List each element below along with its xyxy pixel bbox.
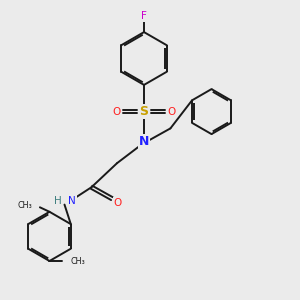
Text: O: O xyxy=(113,198,122,208)
Text: H: H xyxy=(54,196,61,206)
Text: N: N xyxy=(139,135,149,148)
Text: S: S xyxy=(140,105,148,118)
Text: CH₃: CH₃ xyxy=(18,201,32,210)
Text: CH₃: CH₃ xyxy=(70,256,85,266)
Text: N: N xyxy=(68,196,76,206)
Text: O: O xyxy=(112,106,120,117)
Text: O: O xyxy=(168,106,176,117)
Text: F: F xyxy=(141,11,147,21)
